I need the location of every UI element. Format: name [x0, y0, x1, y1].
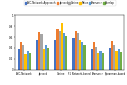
Bar	[24, 54, 27, 70]
Bar	[79, 40, 81, 70]
Bar	[63, 33, 65, 70]
Bar	[22, 45, 24, 70]
Bar	[113, 45, 115, 70]
Bar	[27, 51, 29, 70]
Bar	[29, 53, 31, 70]
Bar	[72, 38, 75, 70]
Bar	[65, 36, 67, 70]
Bar	[77, 33, 79, 70]
Bar	[115, 51, 118, 70]
Bar	[54, 40, 56, 70]
Bar	[99, 51, 101, 70]
Bar	[120, 52, 122, 70]
Bar	[43, 49, 45, 70]
Bar	[18, 49, 20, 70]
Bar	[20, 42, 22, 70]
Legend: AUC-Network-Approach, Jaccard, Cosine, Naive, Pearson-r, Overlap: AUC-Network-Approach, Jaccard, Cosine, N…	[24, 0, 116, 6]
Bar	[47, 48, 49, 70]
Bar	[36, 40, 38, 70]
Bar	[56, 29, 59, 70]
Bar	[81, 42, 83, 70]
Bar	[45, 45, 47, 70]
Bar	[118, 49, 120, 70]
Bar	[93, 42, 95, 70]
Bar	[111, 41, 113, 70]
Bar	[97, 53, 99, 70]
Bar	[91, 49, 93, 70]
Bar	[61, 23, 63, 70]
Bar	[109, 48, 111, 70]
Bar	[95, 47, 97, 70]
Bar	[83, 45, 85, 70]
Bar	[101, 53, 104, 70]
Bar	[75, 31, 77, 70]
Bar	[59, 31, 61, 70]
Bar	[40, 34, 43, 70]
Bar	[38, 32, 40, 70]
